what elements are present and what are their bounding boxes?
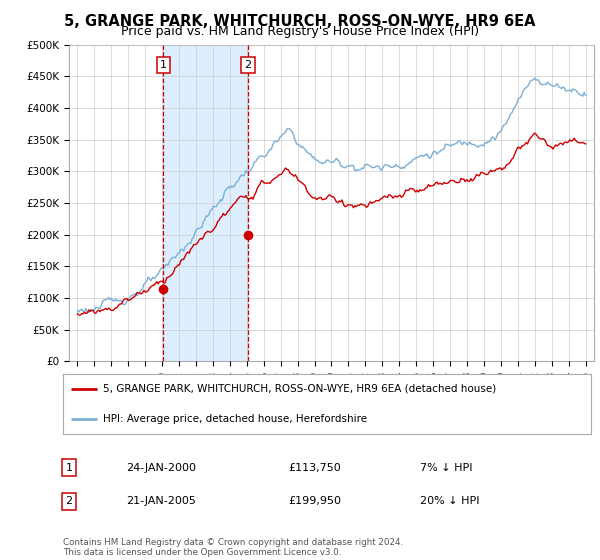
- Text: 2: 2: [244, 60, 251, 70]
- Text: 5, GRANGE PARK, WHITCHURCH, ROSS-ON-WYE, HR9 6EA: 5, GRANGE PARK, WHITCHURCH, ROSS-ON-WYE,…: [64, 14, 536, 29]
- Text: 21-JAN-2005: 21-JAN-2005: [126, 496, 196, 506]
- Text: 20% ↓ HPI: 20% ↓ HPI: [420, 496, 479, 506]
- Text: 2: 2: [65, 496, 73, 506]
- Text: 24-JAN-2000: 24-JAN-2000: [126, 463, 196, 473]
- Text: Contains HM Land Registry data © Crown copyright and database right 2024.
This d: Contains HM Land Registry data © Crown c…: [63, 538, 403, 557]
- Text: £113,750: £113,750: [288, 463, 341, 473]
- Text: 7% ↓ HPI: 7% ↓ HPI: [420, 463, 473, 473]
- Text: 1: 1: [160, 60, 167, 70]
- Text: Price paid vs. HM Land Registry's House Price Index (HPI): Price paid vs. HM Land Registry's House …: [121, 25, 479, 38]
- Text: £199,950: £199,950: [288, 496, 341, 506]
- Bar: [163, 45, 248, 361]
- Text: 5, GRANGE PARK, WHITCHURCH, ROSS-ON-WYE, HR9 6EA (detached house): 5, GRANGE PARK, WHITCHURCH, ROSS-ON-WYE,…: [103, 384, 496, 394]
- Text: 1: 1: [65, 463, 73, 473]
- Text: HPI: Average price, detached house, Herefordshire: HPI: Average price, detached house, Here…: [103, 414, 367, 424]
